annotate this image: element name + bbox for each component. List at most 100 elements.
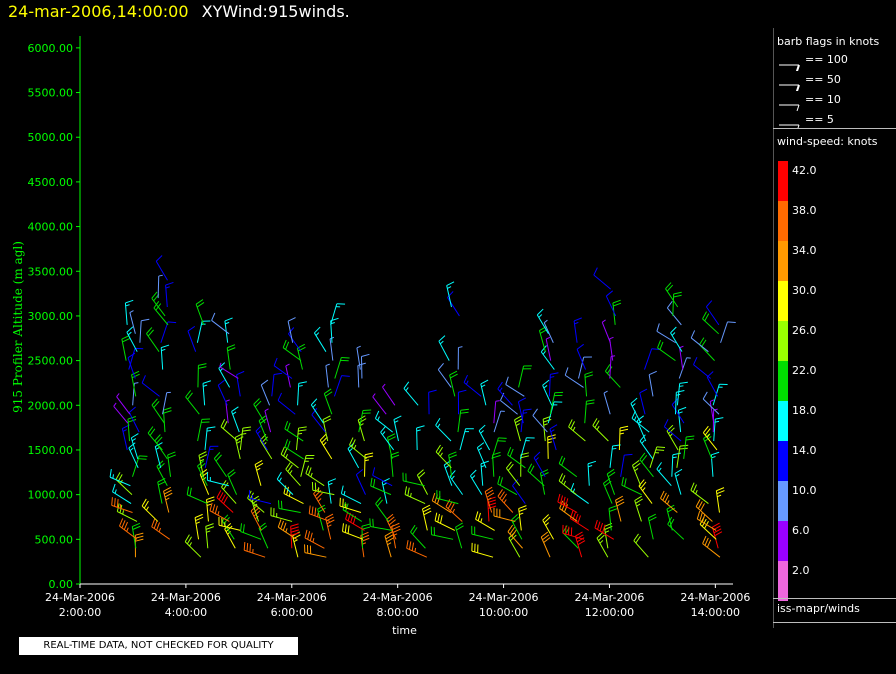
- wind-barb: [574, 531, 586, 558]
- barb-flag-10: [606, 366, 613, 374]
- barb-staff: [155, 261, 168, 281]
- barb-flag-10: [542, 379, 550, 386]
- barb-staff: [167, 454, 172, 477]
- barb-flag-10: [372, 478, 376, 488]
- wind-barb: [558, 455, 578, 478]
- barb-staff: [497, 388, 513, 406]
- barb-flag-10: [701, 339, 707, 348]
- barb-flag-5: [288, 492, 291, 497]
- barb-flag-5: [343, 490, 346, 496]
- barb-staff: [432, 500, 452, 513]
- barb-flag-5: [631, 403, 636, 407]
- barb-flag-5: [671, 332, 676, 336]
- barb-flag-10: [390, 451, 399, 456]
- barb-flag-5: [678, 411, 683, 414]
- barb-flag-10: [543, 516, 551, 524]
- barb-flag-10: [387, 433, 396, 438]
- barb-staff: [375, 418, 393, 433]
- wind-barb: [706, 371, 719, 397]
- barb-staff: [218, 368, 231, 388]
- wind-barb: [285, 363, 291, 388]
- barb-flag-5: [381, 431, 386, 435]
- barb-flag-10: [322, 415, 331, 420]
- barb-flag-5: [165, 497, 170, 501]
- wind-barb: [435, 444, 452, 469]
- barb-staff: [576, 349, 587, 370]
- barb-flag-5: [317, 498, 322, 502]
- wind-barb: [285, 462, 301, 487]
- barb-flag-10: [686, 435, 695, 438]
- barb-flag-10: [518, 505, 527, 510]
- barb-staff: [674, 392, 677, 415]
- barb-staff: [258, 420, 268, 442]
- barb-flag-10: [716, 490, 725, 495]
- barb-flag-10: [690, 330, 696, 339]
- barb-flag-10: [290, 523, 299, 527]
- barb-flag-10: [344, 524, 347, 533]
- barb-flag-10: [121, 335, 130, 340]
- barb-flag-10: [456, 525, 464, 531]
- barb-flag-10: [437, 513, 440, 523]
- barb-flag-10: [298, 429, 307, 432]
- barb-flag-5: [675, 473, 680, 477]
- barb-flag-5: [481, 384, 486, 388]
- barb-flag-10: [227, 469, 235, 475]
- barb-flag-5: [437, 423, 441, 428]
- wind-barb: [311, 407, 326, 433]
- barb-staff: [357, 365, 360, 388]
- barb-flag-5: [451, 475, 455, 480]
- wind-barb: [422, 504, 432, 531]
- barb-flag-10: [674, 468, 683, 474]
- wind-barb: [224, 317, 233, 343]
- barb-staff: [227, 474, 238, 495]
- wind-barb: [539, 469, 549, 495]
- wind-barb: [512, 479, 526, 504]
- barb-staff: [491, 437, 499, 460]
- wind-barbs: [109, 255, 736, 558]
- wind-barb: [119, 518, 138, 540]
- barb-flag-10: [194, 513, 203, 519]
- barb-flag-10: [361, 537, 370, 542]
- barb-flag-10: [542, 514, 550, 521]
- barb-staff: [649, 446, 658, 468]
- barb-flag-10: [156, 522, 161, 531]
- barb-staff: [720, 321, 728, 343]
- barb-flag-10: [665, 282, 672, 290]
- wind-barb: [147, 426, 163, 451]
- wind-barb: [134, 532, 144, 558]
- barb-staff: [128, 447, 139, 469]
- barb-staff: [151, 404, 165, 424]
- barb-flag-10: [624, 478, 627, 487]
- wind-barb: [543, 319, 554, 343]
- wind-barb: [657, 339, 676, 362]
- barb-flag-10: [648, 513, 656, 519]
- wind-barb: [319, 433, 333, 460]
- barb-staff: [713, 419, 716, 442]
- wind-barb: [204, 426, 216, 451]
- wind-barb: [584, 399, 595, 424]
- wind-barb: [342, 523, 364, 540]
- barb-flag-10: [254, 400, 262, 408]
- barb-flag-10: [114, 498, 116, 507]
- barb-staff: [518, 365, 525, 388]
- barb-flag-10: [693, 356, 698, 365]
- y-axis-label: 915 Profiler Altitude (m agl): [11, 241, 25, 413]
- wind-barb: [695, 499, 713, 522]
- barb-staff: [128, 348, 136, 370]
- wind-barb: [663, 419, 682, 442]
- barb-staff: [435, 424, 452, 442]
- x-tick-label: 24-Mar-2006: [151, 591, 221, 604]
- barb-flag-10: [255, 424, 263, 432]
- barb-flag-10: [613, 302, 622, 307]
- barb-flag-10: [507, 524, 514, 533]
- barb-flag-10: [375, 497, 382, 505]
- wind-barb: [508, 532, 521, 558]
- barb-staff: [457, 410, 462, 433]
- y-tick-label: 1000.00: [28, 489, 74, 502]
- barb-staff: [505, 467, 521, 487]
- wind-barb: [683, 435, 695, 459]
- wind-barb: [197, 363, 207, 388]
- barb-flag-10: [570, 421, 575, 429]
- barb-staff: [277, 526, 297, 540]
- wind-barb: [507, 524, 523, 549]
